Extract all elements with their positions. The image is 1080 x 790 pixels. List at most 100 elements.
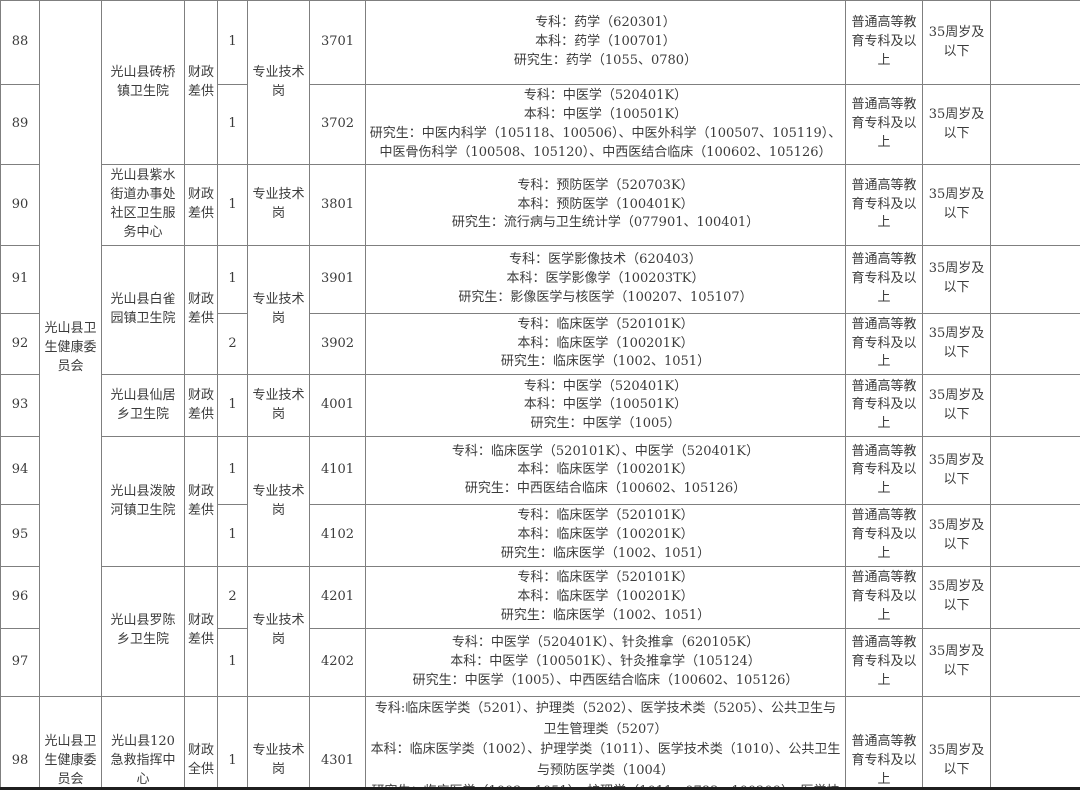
funding-cell: 财政差供 [184, 0, 218, 166]
majors-line: 研究生：临床医学（1002、1051） [500, 545, 711, 561]
table-row: 97 1 4202 专科：中医学（520401K）、针灸推拿（620105K） … [0, 627, 1080, 697]
code-cell: 4202 [309, 627, 366, 697]
table-row: 90 光山县紫水街道办事处社区卫生服务中心 财政差供 1 专业技术岗 3801 … [0, 164, 1080, 246]
majors-cell: 专科：预防医学（520703K） 本科：预防医学（100401K） 研究生：流行… [365, 164, 846, 246]
majors-line: 本科：临床医学（100201K） [517, 588, 694, 604]
majors-cell: 专科：中医学（520401K） 本科：中医学（100501K） 研究生：中医内科… [365, 83, 846, 166]
table-row: 88 光山县卫生健康委员会 光山县砖桥镇卫生院 财政差供 1 专业技术岗 370… [0, 0, 1080, 697]
row-number-cell: 95 [0, 504, 40, 567]
funding-cell: 财政差供 [184, 565, 218, 697]
count-cell: 1 [217, 695, 248, 787]
age-cell: 35周岁及以下 [922, 0, 991, 85]
education-cell: 普通高等教育专科及以上 [845, 436, 923, 506]
remark-cell [990, 565, 1080, 629]
majors-cell: 专科:临床医学类（5201）、护理类（5202）、医学技术类（5205）、公共卫… [365, 695, 846, 787]
majors-line: 研究生：中西医结合临床（100602、105126） [464, 481, 747, 497]
count-cell: 1 [217, 627, 248, 697]
row-number-cell: 90 [0, 164, 40, 246]
majors-cell: 专科：中医学（520401K）、针灸推拿（620105K） 本科：中医学（100… [365, 627, 846, 697]
majors-line: 专科：临床医学（520101K） [517, 508, 694, 524]
age-cell: 35周岁及以下 [922, 244, 991, 314]
age-cell: 35周岁及以下 [922, 436, 991, 506]
education-cell: 普通高等教育专科及以上 [845, 374, 923, 438]
row-number-cell: 89 [0, 83, 40, 166]
education-cell: 普通高等教育专科及以上 [845, 695, 923, 787]
education-cell: 普通高等教育专科及以上 [845, 244, 923, 314]
funding-cell: 财政差供 [184, 164, 218, 246]
majors-cell: 专科：中医学（520401K） 本科：中医学（100501K） 研究生：中医学（… [365, 374, 846, 438]
remark-cell [990, 244, 1080, 314]
post-type-cell: 专业技术岗 [247, 244, 310, 376]
majors-line: 专科：药学（620301） [535, 15, 676, 31]
majors-line: 专科：预防医学（520703K） [517, 177, 694, 193]
post-type-cell: 专业技术岗 [247, 164, 310, 246]
education-cell: 普通高等教育专科及以上 [845, 0, 923, 85]
post-type-cell: 专业技术岗 [247, 0, 310, 166]
count-cell: 1 [217, 0, 248, 85]
remark-cell [990, 83, 1080, 166]
funding-cell: 财政差供 [184, 436, 218, 567]
unit-cell: 光山县白雀园镇卫生院 [101, 244, 185, 376]
code-cell: 4201 [309, 565, 366, 629]
unit-cell: 光山县砖桥镇卫生院 [101, 0, 185, 166]
majors-line: 专科：临床医学（520101K）、中医学（520401K） [451, 443, 760, 459]
majors-line: 研究生：流行病与卫生统计学（077901、100401） [451, 215, 760, 231]
majors-line: 本科：临床医学类（1002）、护理学类（1011）、医学技术类（1010）、公共… [370, 742, 841, 779]
majors-cell: 专科：临床医学（520101K） 本科：临床医学（100201K） 研究生：临床… [365, 504, 846, 567]
majors-line: 本科：临床医学（100201K） [517, 462, 694, 478]
age-cell: 35周岁及以下 [922, 312, 991, 376]
funding-cell: 财政全供 [184, 695, 218, 787]
education-cell: 普通高等教育专科及以上 [845, 164, 923, 246]
majors-line: 研究生：中医学（1005） [530, 416, 681, 432]
majors-cell: 专科：医学影像技术（620403） 本科：医学影像学（100203TK） 研究生… [365, 244, 846, 314]
remark-cell [990, 695, 1080, 787]
majors-cell: 专科：药学（620301） 本科：药学（100701） 研究生：药学（1055、… [365, 0, 846, 85]
remark-cell [990, 312, 1080, 376]
majors-line: 专科：中医学（520401K） [523, 378, 688, 394]
code-cell: 4102 [309, 504, 366, 567]
post-type-cell: 专业技术岗 [247, 436, 310, 567]
majors-line: 专科：中医学（520401K） [523, 88, 688, 103]
age-cell: 35周岁及以下 [922, 504, 991, 567]
count-cell: 1 [217, 374, 248, 438]
code-cell: 3801 [309, 164, 366, 246]
majors-line: 研究生：影像医学与核医学（100207、105107） [458, 289, 753, 305]
education-cell: 普通高等教育专科及以上 [845, 312, 923, 376]
count-cell: 1 [217, 436, 248, 506]
table-row: 89 1 3702 专科：中医学（520401K） 本科：中医学（100501K… [0, 83, 1080, 166]
code-cell: 4301 [309, 695, 366, 787]
unit-cell: 光山县泼陂河镇卫生院 [101, 436, 185, 567]
remark-cell [990, 164, 1080, 246]
majors-line: 研究生：中医学（1005）、中西医结合临床（100602、105126） [412, 672, 799, 688]
remark-cell [990, 0, 1080, 85]
age-cell: 35周岁及以下 [922, 374, 991, 438]
majors-line: 本科：临床医学（100201K） [517, 335, 694, 351]
majors-line: 研究生：临床医学（1002、1051） [500, 607, 711, 623]
count-cell: 2 [217, 312, 248, 376]
funding-cell: 财政差供 [184, 374, 218, 438]
code-cell: 3701 [309, 0, 366, 85]
unit-cell: 光山县120急救指挥中心 [101, 695, 185, 787]
remark-cell [990, 627, 1080, 697]
majors-line: 研究生：临床医学（1002、1051）、护理学（1011、0783、100209… [369, 782, 842, 787]
majors-line: 研究生：中医内科学（105118、100506）、中医外科学（100507、10… [369, 125, 842, 160]
row-number-cell: 88 [0, 0, 40, 85]
post-type-cell: 专业技术岗 [247, 374, 310, 438]
table-row: 98 光山县卫生健康委员会 光山县120急救指挥中心 财政全供 1 专业技术岗 … [0, 695, 1080, 787]
majors-line: 专科：中医学（520401K）、针灸推拿（620105K） [451, 635, 760, 651]
row-number-cell: 93 [0, 374, 40, 438]
code-cell: 3902 [309, 312, 366, 376]
majors-line: 专科：医学影像技术（620403） [509, 251, 702, 267]
unit-cell: 光山县仙居乡卫生院 [101, 374, 185, 438]
code-cell: 4101 [309, 436, 366, 506]
remark-cell [990, 504, 1080, 567]
code-cell: 3901 [309, 244, 366, 314]
majors-line: 专科:临床医学类（5201）、护理类（5202）、医学技术类（5205）、公共卫… [374, 700, 837, 737]
count-cell: 1 [217, 504, 248, 567]
age-cell: 35周岁及以下 [922, 695, 991, 787]
majors-cell: 专科：临床医学（520101K） 本科：临床医学（100201K） 研究生：临床… [365, 312, 846, 376]
unit-cell: 光山县罗陈乡卫生院 [101, 565, 185, 697]
remark-cell [990, 374, 1080, 438]
count-cell: 1 [217, 83, 248, 166]
